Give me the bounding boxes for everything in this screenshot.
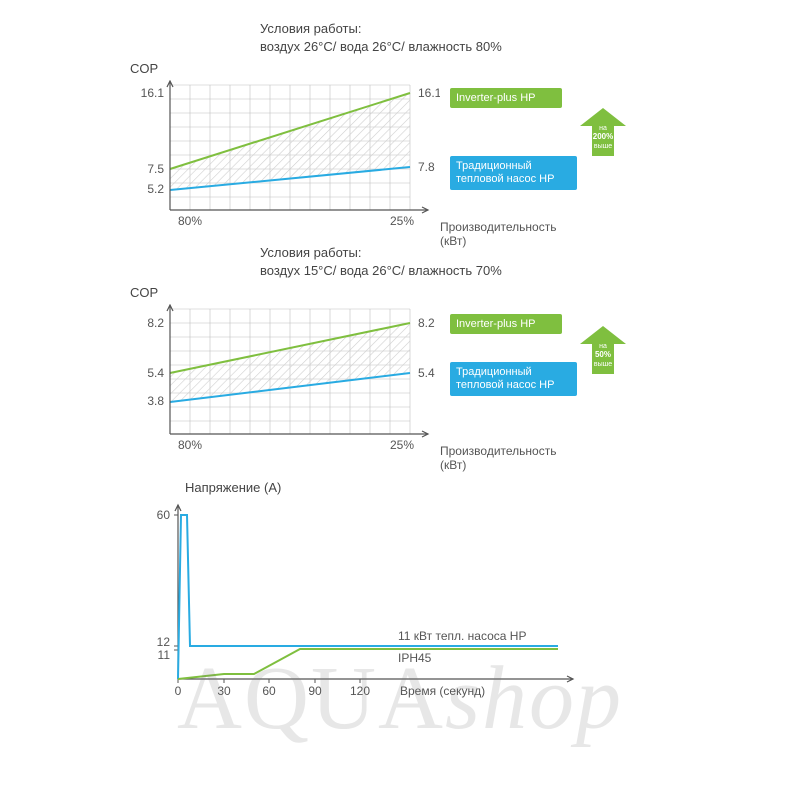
chart-2-title-l1: Условия работы: <box>260 245 361 260</box>
chart-2-conditions: Условия работы: воздух 15°C/ вода 26°C/ … <box>260 244 502 279</box>
xtick: 25% <box>390 214 414 228</box>
chart-3-svg: 60 12 11 0 30 60 90 120 11 кВт тепл. нас… <box>130 499 580 709</box>
chart-2-badge-blue: Традиционныйтепловой насос HP <box>450 362 577 396</box>
ytick: 11 <box>158 648 171 662</box>
xtick: 80% <box>178 438 202 452</box>
chart-3-label-blue: 11 кВт тепл. насоса HP <box>398 629 526 643</box>
ytick: 7.5 <box>147 162 164 176</box>
page: { "colors": { "green": "#7fbf3f", "blue"… <box>0 0 800 800</box>
chart-1-badge-blue: Традиционныйтепловой насос HP <box>450 156 577 190</box>
endlabel-green: 8.2 <box>418 316 435 330</box>
ytick: 5.2 <box>147 182 164 196</box>
svg-text:200%: 200% <box>593 132 613 141</box>
chart-3-x-title: Время (секунд) <box>400 684 485 698</box>
chart-1-badge-green: Inverter-plus HP <box>450 88 562 108</box>
chart-3-label-green: IPH45 <box>398 651 432 665</box>
endlabel-blue: 7.8 <box>418 160 435 174</box>
chart-2-x-title: Производительность (кВт) <box>440 444 556 472</box>
chart-1-conditions: Условия работы: воздух 26°C/ вода 26°C/ … <box>260 20 502 55</box>
svg-text:0: 0 <box>175 684 182 698</box>
chart-2-badge-green: Inverter-plus HP <box>450 314 562 334</box>
xtick: 25% <box>390 438 414 452</box>
xtick: 80% <box>178 214 202 228</box>
ytick: 12 <box>157 635 171 649</box>
chart-2-y-title: COP <box>130 285 502 300</box>
ytick: 60 <box>157 508 171 522</box>
chart-1-y-title: COP <box>130 61 502 76</box>
chart-1-arrow-icon: на 200% выше <box>580 108 626 160</box>
chart-1-svg: 16.1 7.5 5.2 16.1 7.8 80% 25% <box>130 80 440 235</box>
ytick: 16.1 <box>141 86 165 100</box>
svg-text:на: на <box>599 343 607 350</box>
chart-1-title-l2: воздух 26°C/ вода 26°C/ влажность 80% <box>260 39 502 54</box>
ytick: 5.4 <box>147 366 164 380</box>
svg-text:выше: выше <box>594 143 612 150</box>
chart-3: Напряжение (A) 60 12 11 0 30 60 90 120 <box>130 480 580 709</box>
chart-2-svg: 8.2 5.4 3.8 8.2 5.4 80% 25% <box>130 304 440 459</box>
chart-1: Условия работы: воздух 26°C/ вода 26°C/ … <box>130 20 502 235</box>
svg-text:90: 90 <box>308 684 322 698</box>
chart-2-arrow-icon: на 50% выше <box>580 326 626 378</box>
ytick: 3.8 <box>147 394 164 408</box>
ytick: 8.2 <box>147 316 164 330</box>
svg-text:на: на <box>599 125 607 132</box>
svg-text:120: 120 <box>350 684 370 698</box>
svg-text:30: 30 <box>217 684 231 698</box>
chart-3-y-title: Напряжение (A) <box>185 480 580 495</box>
endlabel-green: 16.1 <box>418 86 440 100</box>
endlabel-blue: 5.4 <box>418 366 435 380</box>
chart-2: Условия работы: воздух 15°C/ вода 26°C/ … <box>130 244 502 459</box>
chart-2-title-l2: воздух 15°C/ вода 26°C/ влажность 70% <box>260 263 502 278</box>
svg-text:60: 60 <box>262 684 276 698</box>
svg-text:выше: выше <box>594 361 612 368</box>
chart-3-line-green <box>178 649 558 679</box>
chart-3-line-blue <box>178 515 558 679</box>
svg-text:50%: 50% <box>595 350 611 359</box>
chart-1-title-l1: Условия работы: <box>260 21 361 36</box>
